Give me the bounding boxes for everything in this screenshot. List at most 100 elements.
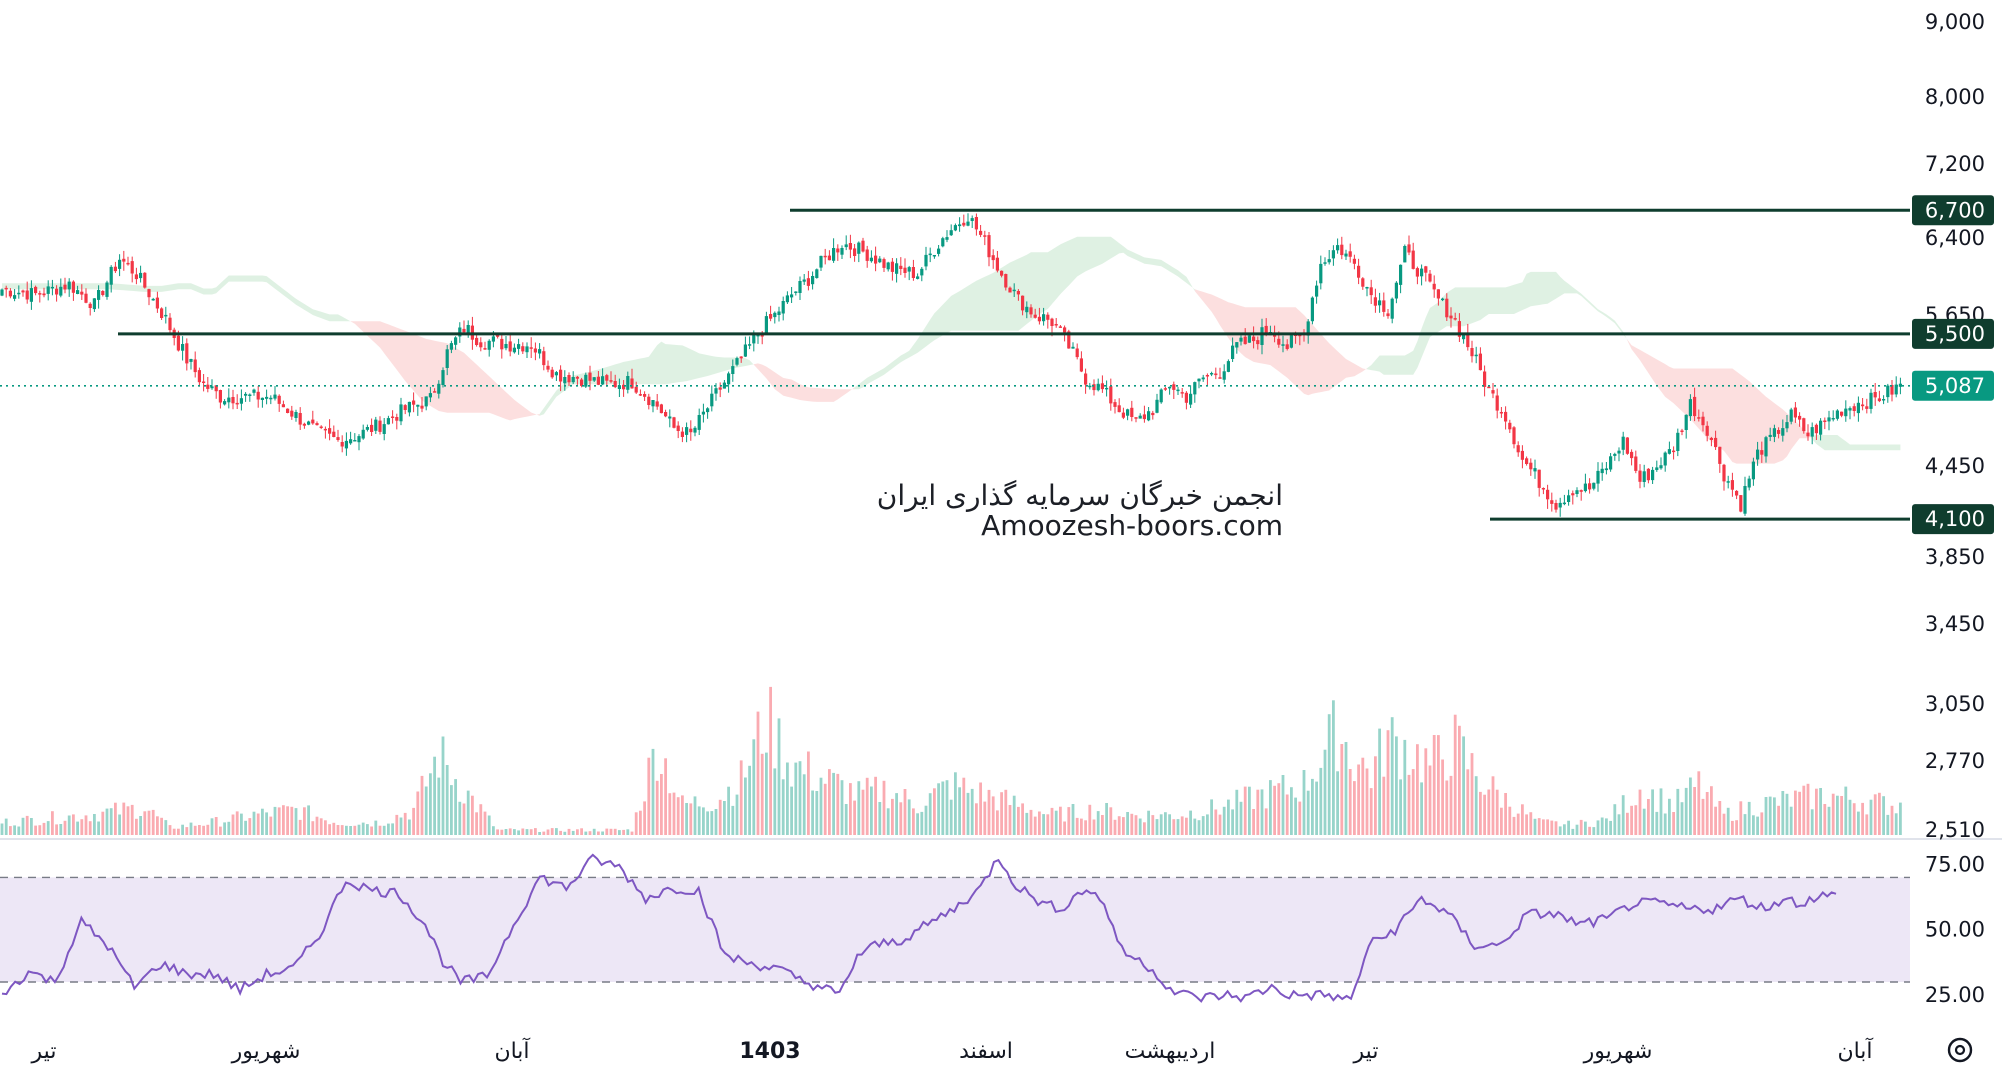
volume-bar [626,829,630,835]
volume-bar [1046,814,1050,835]
volume-bar [1336,771,1339,835]
candle-down [1495,388,1499,419]
volume-bar [1840,796,1843,835]
volume-bar [832,772,835,835]
volume-bar [1075,817,1079,835]
volume-bar [1726,807,1730,835]
volume-bar [265,812,268,835]
candle-up [210,379,214,390]
candle-up [802,274,806,285]
volume-bar [1701,798,1705,835]
volume-bar [1659,788,1663,835]
candle-down [1100,375,1104,393]
volume-bar [1668,798,1671,835]
candle-down [168,313,172,334]
candle-up [512,343,516,354]
volume-bar [1378,728,1381,835]
volume-bar [84,815,88,835]
volume-bar [1798,791,1801,835]
volume-bar [1693,787,1696,835]
time-axis[interactable]: تیر شهریور آبان 1403 اسفند اردیبهشت تیر شهریور آ… [31,1037,1874,1064]
volume-bar [912,808,915,835]
volume-bar [618,830,621,835]
volume-bar [697,806,701,835]
candle-down [1735,490,1739,500]
rsi-band [0,877,1910,982]
volume-bar [366,824,369,835]
candle-down [848,234,852,259]
candle-down [80,284,84,300]
candle-down [1357,258,1361,285]
volume-bar [1831,793,1835,835]
time-tick-label: تیر [31,1039,57,1064]
volume-bar [1806,783,1810,835]
volume-bar [59,824,63,835]
candle-up [382,418,386,441]
candle-up [374,416,378,434]
volume-bar [374,820,378,835]
volume-bar [1647,799,1650,835]
candle-down [861,237,865,253]
volume-bar [1655,811,1659,835]
volume-bar [1050,807,1054,835]
candle-down [1256,336,1260,350]
volume-bar [1567,820,1570,835]
volume-bar [256,813,260,835]
candle-up [1886,383,1890,403]
level-tag-label: 6,700 [1925,198,1985,222]
candle-down [1075,343,1079,360]
volume-bar [601,831,604,835]
candle-up [1420,264,1424,286]
volume-bar [1781,791,1785,835]
tradingview-settings-icon[interactable] [1947,1037,1973,1063]
rsi-line [1,853,1837,1003]
candle-down [25,281,29,304]
candle-up [1663,451,1667,472]
volume-bar [718,799,722,835]
candle-down [659,403,663,414]
candle-up [349,431,353,445]
candle-up [798,276,802,300]
volume-bar [471,795,474,835]
candle-down [655,394,659,410]
time-tick-label: اسفند [959,1039,1013,1064]
volume-bar [126,806,130,835]
candle-up [773,311,777,324]
volume-bar [223,822,226,835]
candle-down [542,346,546,371]
cloud-bull-segment [1367,271,1628,375]
volume-bar [1344,742,1348,835]
candle-up [1390,297,1394,324]
candle-up [1856,396,1860,422]
volume-bar [72,814,75,835]
volume-bar [928,793,932,835]
volume-bar [1445,780,1449,835]
candle-up [139,265,143,283]
candle-down [290,405,294,420]
price-axis[interactable]: 9,0008,0007,2006,4005,6504,4503,8503,450… [1912,10,1994,1007]
candle-up [1642,464,1646,488]
volume-bar [1731,820,1734,835]
volume-bar [1617,814,1621,835]
candle-up [445,345,449,376]
volume-bar [907,799,911,835]
candle-up [1176,386,1180,395]
volume-bar [298,819,302,835]
candle-down [4,285,8,298]
volume-bar [483,811,487,835]
candle-up [1894,376,1898,398]
candle-up [832,238,836,263]
cloud-bear-segment [1194,289,1367,396]
candle-up [895,258,899,283]
volume-bar [378,825,382,835]
volume-bar [588,831,592,835]
volume-bar [752,739,756,835]
volume-bar [550,828,554,835]
candle-down [1625,437,1629,455]
candle-up [1138,413,1142,419]
volume-bar [693,796,697,835]
candle-down [638,389,642,396]
candle-up [1319,255,1323,290]
volume-bar [336,825,340,835]
